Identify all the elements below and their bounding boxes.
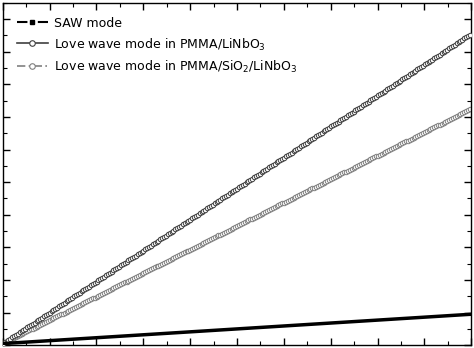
Legend: SAW mode, Love wave mode in PMMA/LiNbO$_3$, Love wave mode in PMMA/SiO$_2$/LiNbO: SAW mode, Love wave mode in PMMA/LiNbO$_… (9, 9, 305, 83)
